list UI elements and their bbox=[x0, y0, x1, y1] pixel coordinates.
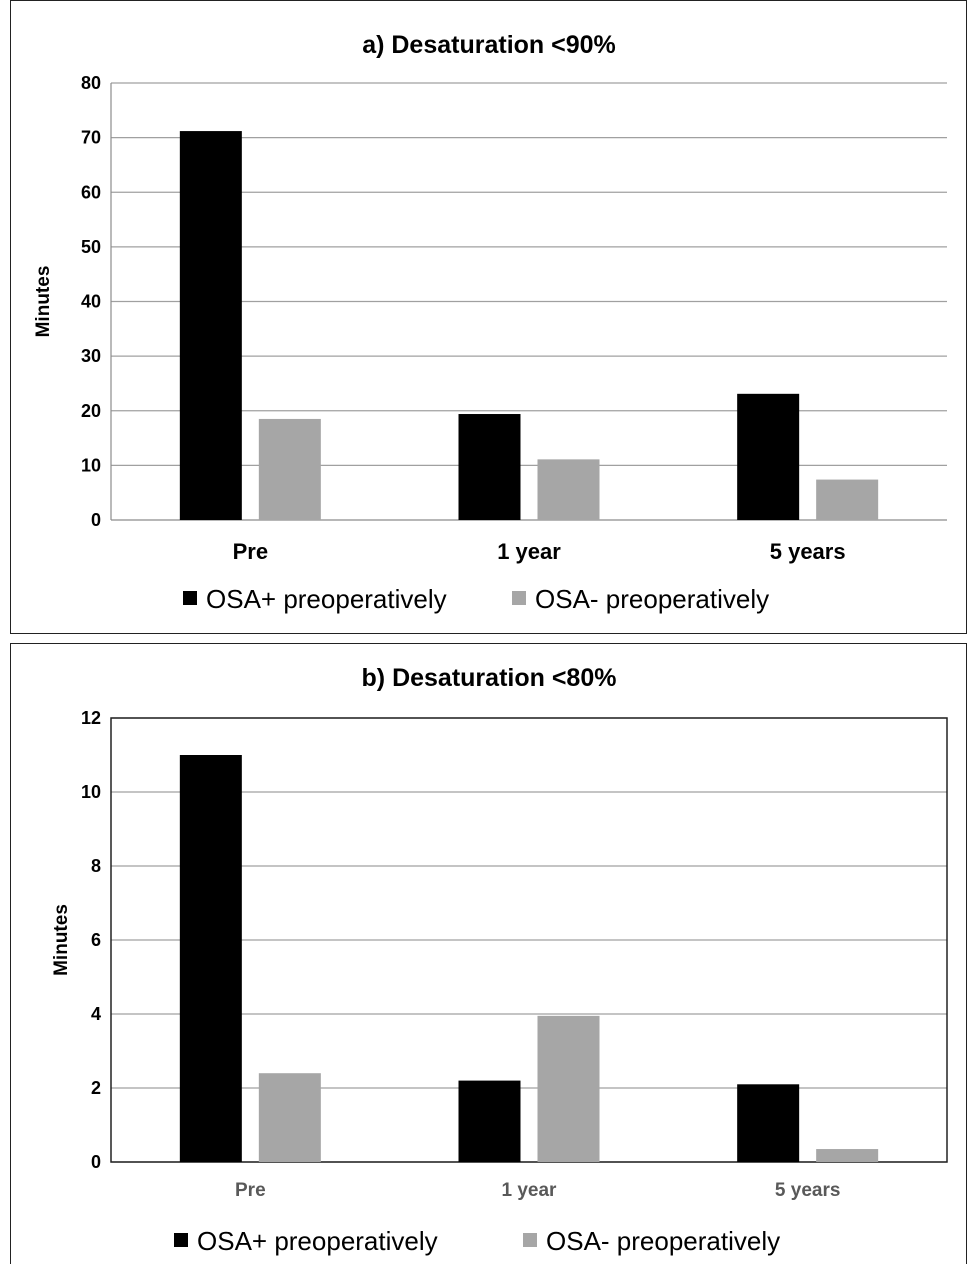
chart-a-y-axis-label: Minutes bbox=[33, 266, 54, 338]
chart-b-ytick-label: 0 bbox=[91, 1152, 101, 1172]
chart-b-bar bbox=[458, 1080, 521, 1162]
chart-a-svg: a) Desaturation <90% 0 10 20 30 40 50 60 70 80 Min… bbox=[33, 31, 947, 614]
chart-b-bar bbox=[816, 1149, 879, 1162]
chart-b-ytick-label: 4 bbox=[91, 1004, 101, 1024]
chart-panel-b: b) Desaturation <80% 0 2 4 6 8 10 12 Minutes Pre 1… bbox=[10, 643, 967, 1264]
chart-b-ytick-label: 12 bbox=[81, 708, 101, 728]
chart-b-bar bbox=[737, 1084, 800, 1162]
chart-a-bar bbox=[537, 459, 600, 520]
chart-a-legend-label: OSA+ preoperatively bbox=[206, 584, 447, 614]
chart-b-ytick-label: 10 bbox=[81, 782, 101, 802]
chart-a-bar bbox=[458, 414, 521, 520]
chart-a-xtick-label: 1 year bbox=[497, 539, 561, 564]
chart-b-plot-border bbox=[110, 717, 948, 1163]
chart-b-legend-label: OSA+ preoperatively bbox=[197, 1226, 438, 1256]
chart-b-legend-swatch bbox=[174, 1233, 188, 1247]
chart-b-legend-swatch bbox=[523, 1233, 537, 1247]
chart-b-y-axis-label: Minutes bbox=[51, 904, 72, 976]
chart-b-ytick-label: 6 bbox=[91, 930, 101, 950]
chart-a-ytick-label: 30 bbox=[81, 346, 101, 366]
chart-a-bar bbox=[816, 479, 879, 520]
chart-b-legend-label: OSA- preoperatively bbox=[546, 1226, 780, 1256]
chart-a-xtick-label: Pre bbox=[233, 539, 268, 564]
chart-a-title: a) Desaturation <90% bbox=[362, 31, 616, 59]
chart-a-ytick-label: 50 bbox=[81, 237, 101, 257]
chart-a-bar bbox=[179, 131, 242, 520]
chart-a-bar bbox=[258, 418, 321, 520]
chart-a-ytick-label: 70 bbox=[81, 128, 101, 148]
chart-panel-a: a) Desaturation <90% 0 10 20 30 40 50 60 70 80 Min… bbox=[10, 0, 967, 634]
chart-b-svg: b) Desaturation <80% 0 2 4 6 8 10 12 Minutes Pre 1… bbox=[51, 664, 948, 1256]
chart-a-ytick-label: 10 bbox=[81, 455, 101, 475]
chart-a-legend-swatch bbox=[183, 591, 197, 605]
chart-b-ytick-label: 2 bbox=[91, 1078, 101, 1098]
chart-b-title: b) Desaturation <80% bbox=[362, 664, 617, 692]
chart-b-xtick-label: 1 year bbox=[502, 1180, 558, 1201]
chart-b-bar bbox=[537, 1015, 600, 1162]
chart-b-xtick-label: 5 years bbox=[775, 1180, 841, 1201]
chart-a-ytick-label: 80 bbox=[81, 73, 101, 93]
chart-a-xtick-label: 5 years bbox=[770, 539, 846, 564]
chart-a-ytick-label: 20 bbox=[81, 401, 101, 421]
chart-a-ytick-label: 0 bbox=[91, 510, 101, 530]
chart-b-ytick-label: 8 bbox=[91, 856, 101, 876]
chart-b-xtick-label: Pre bbox=[235, 1180, 266, 1201]
chart-a-legend-label: OSA- preoperatively bbox=[535, 584, 769, 614]
chart-a-bar bbox=[737, 393, 800, 520]
chart-a-ytick-label: 60 bbox=[81, 182, 101, 202]
chart-b-bar bbox=[179, 755, 242, 1162]
chart-a-ytick-label: 40 bbox=[81, 292, 101, 312]
chart-b-bar bbox=[258, 1073, 321, 1162]
chart-a-legend-swatch bbox=[512, 591, 526, 605]
